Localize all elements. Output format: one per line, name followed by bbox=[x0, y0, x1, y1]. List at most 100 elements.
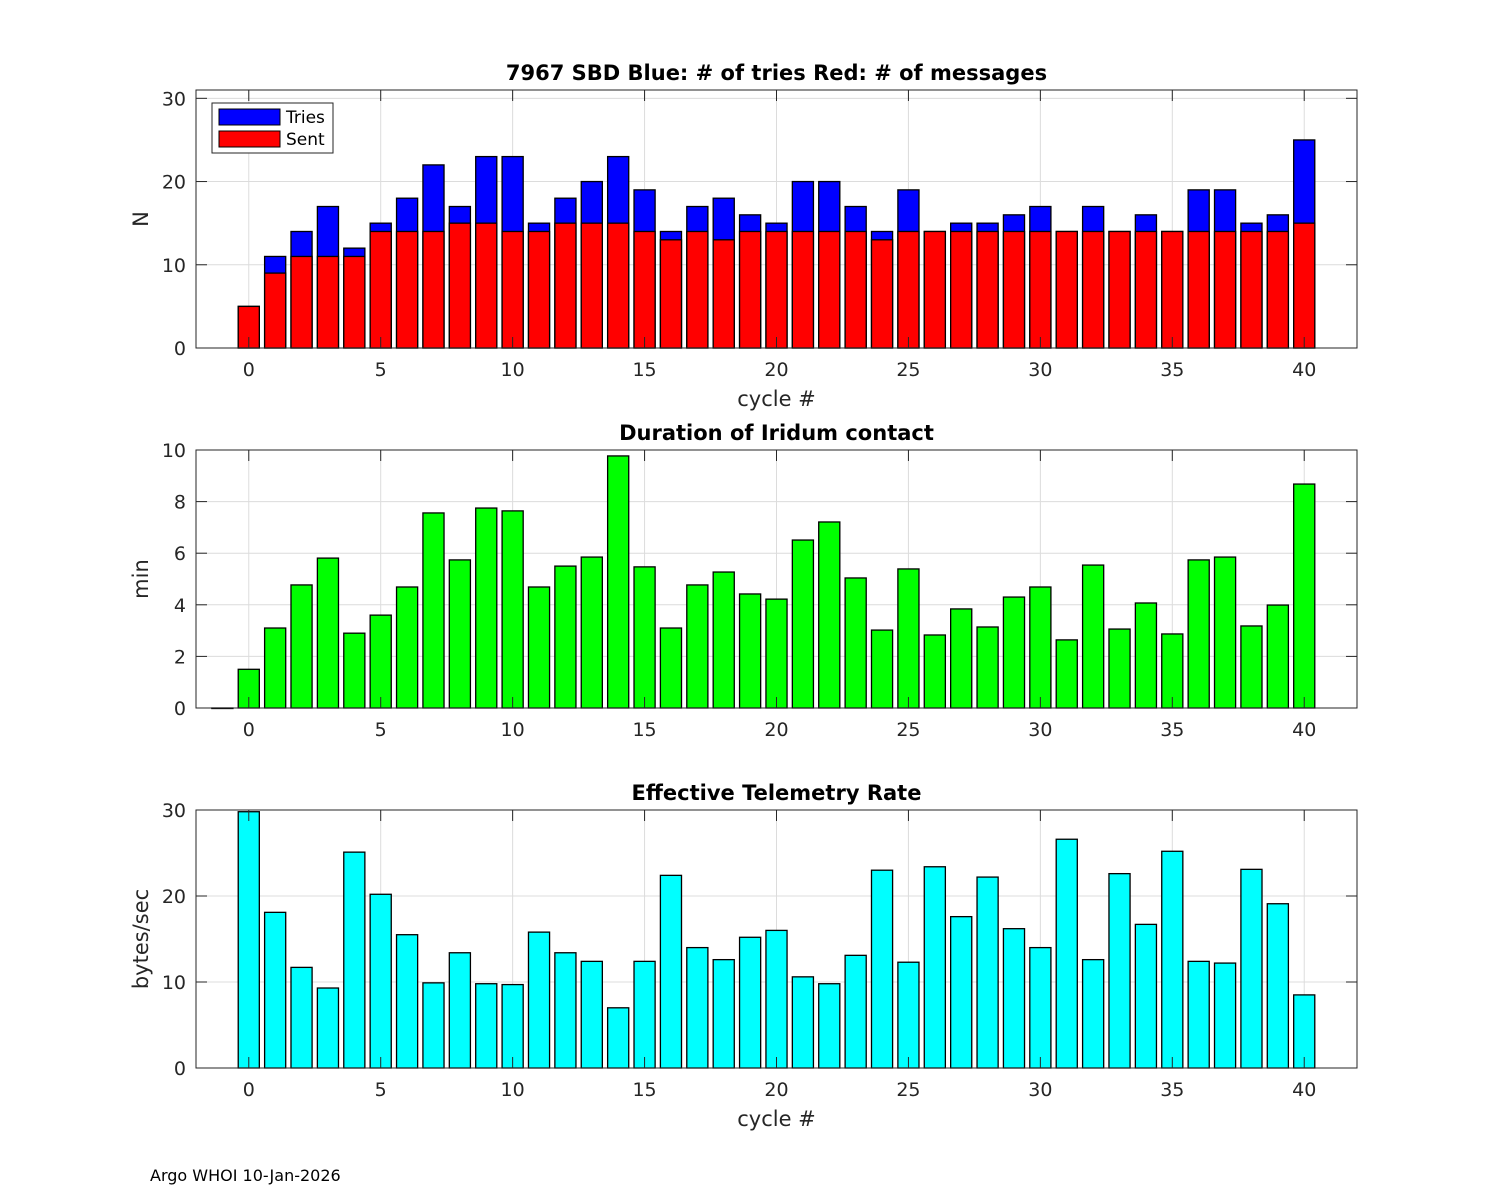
y-tick-label: 8 bbox=[174, 492, 186, 514]
bar-cycle-12 bbox=[554, 565, 577, 709]
y-axis-label: N bbox=[129, 211, 153, 227]
bar-sent-cycle-18 bbox=[712, 239, 735, 349]
bar-cycle-15 bbox=[633, 960, 656, 1069]
legend-swatch-sent bbox=[218, 130, 281, 148]
y-tick-label: 0 bbox=[174, 698, 186, 720]
bar-sent-cycle-34 bbox=[1134, 230, 1158, 349]
y-axis-label: min bbox=[129, 559, 153, 599]
x-tick-label: 35 bbox=[1160, 719, 1184, 741]
x-tick-label: 5 bbox=[375, 719, 387, 741]
bar-sent-cycle-20 bbox=[765, 230, 788, 349]
bar-sent-cycle-26 bbox=[923, 230, 947, 349]
x-tick-label: 20 bbox=[764, 359, 788, 381]
bar-cycle-12 bbox=[554, 952, 577, 1069]
bar-cycle-26 bbox=[923, 866, 947, 1069]
bar-cycle-25 bbox=[897, 568, 920, 709]
x-tick-label: 15 bbox=[632, 719, 656, 741]
bar-cycle-1 bbox=[263, 627, 287, 709]
bar-cycle-19 bbox=[738, 593, 762, 709]
bar-sent-cycle-27 bbox=[950, 230, 973, 349]
bar-cycle-28 bbox=[976, 876, 999, 1069]
bar-sent-cycle-15 bbox=[633, 230, 656, 349]
chart-title: Effective Telemetry Rate bbox=[632, 781, 922, 805]
bar-cycle-5 bbox=[369, 614, 392, 709]
bar-sent-cycle-33 bbox=[1108, 230, 1131, 349]
bar-sent-cycle-10 bbox=[501, 230, 524, 349]
bar-cycle-33 bbox=[1108, 872, 1131, 1069]
bar-cycle-23 bbox=[844, 577, 867, 709]
bar-cycle-15 bbox=[633, 566, 656, 709]
bar-cycle-16 bbox=[659, 874, 683, 1069]
x-axis-label: cycle # bbox=[737, 387, 816, 411]
bar-cycle-33 bbox=[1108, 628, 1131, 709]
bar-cycle-25 bbox=[897, 961, 920, 1069]
bar-sent-cycle-8 bbox=[448, 222, 472, 349]
bar-sent-cycle-32 bbox=[1081, 230, 1105, 349]
bar-cycle-18 bbox=[712, 571, 735, 709]
bar-cycle-28 bbox=[976, 626, 999, 709]
bar-cycle-39 bbox=[1266, 903, 1290, 1069]
bar-cycle-35 bbox=[1161, 850, 1184, 1069]
y-tick-label: 10 bbox=[162, 255, 186, 277]
bar-cycle-1 bbox=[263, 911, 287, 1069]
bar-cycle-20 bbox=[765, 598, 788, 709]
bar-cycle-2 bbox=[290, 966, 313, 1069]
bar-cycle-2 bbox=[290, 584, 313, 709]
bar-cycle-21 bbox=[791, 976, 815, 1069]
y-tick-label: 20 bbox=[162, 886, 186, 908]
bar-cycle-39 bbox=[1266, 604, 1290, 709]
bar-cycle-36 bbox=[1187, 559, 1210, 709]
bar-sent-cycle-2 bbox=[290, 255, 313, 349]
bar-sent-cycle-9 bbox=[475, 222, 498, 349]
bar-cycle-31 bbox=[1055, 639, 1078, 709]
y-tick-label: 0 bbox=[174, 1058, 186, 1080]
y-tick-label: 20 bbox=[162, 172, 186, 194]
x-tick-label: 30 bbox=[1028, 1079, 1052, 1101]
x-tick-label: 25 bbox=[896, 719, 920, 741]
x-tick-label: 0 bbox=[243, 719, 255, 741]
bar-cycle-16 bbox=[659, 627, 683, 709]
bar-sent-cycle-28 bbox=[976, 230, 999, 349]
bar-cycle-17 bbox=[686, 946, 709, 1069]
bar-cycle-24 bbox=[870, 869, 894, 1069]
x-tick-label: 5 bbox=[375, 359, 387, 381]
bar-sent-cycle-12 bbox=[554, 222, 577, 349]
bar-cycle-4 bbox=[343, 632, 366, 709]
bar-sent-cycle-7 bbox=[422, 230, 445, 349]
bar-cycle-38 bbox=[1240, 868, 1263, 1069]
bar-cycle-21 bbox=[791, 539, 815, 709]
bar-cycle-23 bbox=[844, 954, 867, 1069]
bar-sent-cycle-40 bbox=[1293, 222, 1316, 349]
bar-cycle-22 bbox=[818, 983, 841, 1069]
bar-cycle-32 bbox=[1081, 564, 1105, 709]
bar-cycle-7 bbox=[422, 982, 445, 1069]
bar-cycle-22 bbox=[818, 521, 841, 709]
bar-cycle-34 bbox=[1134, 923, 1158, 1069]
x-tick-label: 10 bbox=[501, 1079, 525, 1101]
bar-cycle-29 bbox=[1002, 596, 1026, 709]
bar-cycle-9 bbox=[475, 983, 498, 1069]
bar-sent-cycle-5 bbox=[369, 230, 392, 349]
x-tick-label: 5 bbox=[375, 1079, 387, 1101]
bar-cycle-13 bbox=[580, 556, 603, 709]
bar-sent-cycle-6 bbox=[395, 230, 419, 349]
bar-cycle-20 bbox=[765, 929, 788, 1069]
y-tick-label: 30 bbox=[162, 800, 186, 822]
bar-sent-cycle-24 bbox=[870, 239, 894, 349]
x-tick-label: 25 bbox=[896, 1079, 920, 1101]
bar-cycle-29 bbox=[1002, 928, 1026, 1069]
bar-sent-cycle-31 bbox=[1055, 230, 1078, 349]
x-tick-label: 40 bbox=[1292, 359, 1316, 381]
bar-sent-cycle-16 bbox=[659, 239, 683, 349]
x-axis-label: cycle # bbox=[737, 1107, 816, 1131]
x-tick-label: 30 bbox=[1028, 719, 1052, 741]
legend-label-sent: Sent bbox=[286, 130, 325, 150]
bar-cycle-26 bbox=[923, 634, 947, 709]
bar-sent-cycle-11 bbox=[527, 230, 551, 349]
bar-sent-cycle-30 bbox=[1029, 230, 1052, 349]
y-tick-label: 4 bbox=[174, 595, 186, 617]
footer-caption: Argo WHOI 10-Jan-2026 bbox=[150, 1166, 341, 1185]
x-tick-label: 10 bbox=[501, 719, 525, 741]
y-axis-label: bytes/sec bbox=[129, 889, 153, 989]
bar-cycle-8 bbox=[448, 952, 472, 1069]
